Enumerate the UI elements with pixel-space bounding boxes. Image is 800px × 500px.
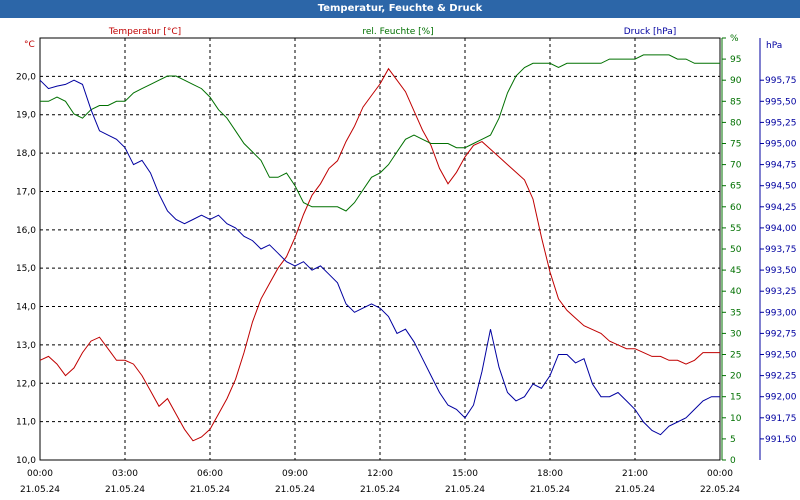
pressure-tick-label: 994,25 bbox=[765, 203, 797, 213]
chart-title: Temperatur, Feuchte & Druck bbox=[0, 0, 800, 18]
pressure-tick-label: 991,50 bbox=[765, 435, 797, 445]
x-tick-date-label: 21.05.24 bbox=[445, 485, 485, 495]
pressure-tick-label: 992,50 bbox=[765, 351, 797, 361]
humidity-tick-label: 30 bbox=[730, 329, 742, 339]
x-tick-time-label: 09:00 bbox=[282, 469, 308, 479]
x-tick-time-label: 15:00 bbox=[452, 469, 478, 479]
humidity-tick-label: 55 bbox=[730, 224, 741, 234]
temperature-tick-label: 16,0 bbox=[16, 226, 36, 236]
x-tick-date-label: 21.05.24 bbox=[360, 485, 400, 495]
x-tick-time-label: 00:00 bbox=[707, 469, 733, 479]
pressure-tick-label: 993,50 bbox=[765, 266, 797, 276]
x-tick-time-label: 21:00 bbox=[622, 469, 648, 479]
pressure-tick-label: 993,75 bbox=[765, 245, 797, 255]
humidity-series-line bbox=[40, 54, 720, 212]
temperature-tick-label: 20,0 bbox=[16, 72, 36, 82]
humidity-tick-label: 95 bbox=[730, 55, 741, 65]
temperature-tick-label: 10,0 bbox=[16, 456, 36, 466]
temperature-series-line bbox=[39, 67, 720, 442]
temperature-series-label: Temperatur [°C] bbox=[108, 27, 181, 37]
temperature-unit-label: °C bbox=[24, 40, 35, 50]
pressure-tick-label: 992,25 bbox=[765, 372, 797, 382]
x-tick-time-label: 18:00 bbox=[537, 469, 563, 479]
x-tick-date-label: 22.05.24 bbox=[700, 485, 740, 495]
humidity-tick-label: 65 bbox=[730, 182, 741, 192]
humidity-series-label: rel. Feuchte [%] bbox=[362, 27, 433, 37]
humidity-tick-label: 35 bbox=[730, 308, 741, 318]
x-tick-time-label: 06:00 bbox=[197, 469, 223, 479]
humidity-tick-label: 10 bbox=[730, 414, 742, 424]
temperature-tick-label: 15,0 bbox=[16, 264, 36, 274]
humidity-tick-label: 70 bbox=[730, 161, 742, 171]
temperature-tick-label: 14,0 bbox=[16, 303, 36, 313]
pressure-tick-label: 992,00 bbox=[765, 393, 797, 403]
temperature-tick-label: 18,0 bbox=[16, 149, 36, 159]
x-tick-time-label: 12:00 bbox=[367, 469, 393, 479]
pressure-tick-label: 992,75 bbox=[765, 329, 797, 339]
humidity-tick-label: 45 bbox=[730, 266, 741, 276]
pressure-tick-label: 995,25 bbox=[765, 118, 797, 128]
humidity-tick-label: 50 bbox=[730, 245, 742, 255]
pressure-unit-label: hPa bbox=[766, 41, 782, 51]
pressure-series-line bbox=[39, 79, 720, 436]
temperature-tick-label: 13,0 bbox=[16, 341, 36, 351]
humidity-tick-label: 75 bbox=[730, 140, 741, 150]
pressure-tick-label: 995,00 bbox=[765, 140, 797, 150]
humidity-tick-label: % bbox=[730, 34, 739, 44]
humidity-tick-label: 60 bbox=[730, 203, 742, 213]
x-tick-date-label: 21.05.24 bbox=[20, 485, 60, 495]
humidity-tick-label: 5 bbox=[730, 435, 736, 445]
x-tick-time-label: 03:00 bbox=[112, 469, 138, 479]
pressure-tick-label: 993,00 bbox=[765, 308, 797, 318]
pressure-tick-label: 995,75 bbox=[765, 76, 797, 86]
pressure-tick-label: 995,50 bbox=[765, 97, 797, 107]
x-tick-date-label: 21.05.24 bbox=[275, 485, 315, 495]
humidity-tick-label: 80 bbox=[730, 118, 742, 128]
pressure-tick-label: 994,75 bbox=[765, 161, 797, 171]
humidity-tick-label: 25 bbox=[730, 351, 741, 361]
humidity-tick-label: 0 bbox=[730, 456, 736, 466]
humidity-tick-label: 90 bbox=[730, 76, 742, 86]
x-tick-date-label: 21.05.24 bbox=[615, 485, 655, 495]
x-tick-date-label: 21.05.24 bbox=[190, 485, 230, 495]
humidity-tick-label: 15 bbox=[730, 393, 741, 403]
humidity-tick-label: 40 bbox=[730, 287, 742, 297]
temperature-tick-label: 11,0 bbox=[16, 418, 36, 428]
temperature-tick-label: 17,0 bbox=[16, 187, 36, 197]
x-tick-date-label: 21.05.24 bbox=[105, 485, 145, 495]
pressure-series-label: Druck [hPa] bbox=[624, 27, 677, 37]
temperature-tick-label: 12,0 bbox=[16, 379, 36, 389]
pressure-tick-label: 993,25 bbox=[765, 287, 797, 297]
humidity-tick-label: 20 bbox=[730, 372, 742, 382]
pressure-tick-label: 994,00 bbox=[765, 224, 797, 234]
humidity-tick-label: 85 bbox=[730, 97, 741, 107]
pressure-tick-label: 994,50 bbox=[765, 182, 797, 192]
x-tick-time-label: 00:00 bbox=[27, 469, 53, 479]
x-tick-date-label: 21.05.24 bbox=[530, 485, 570, 495]
temperature-tick-label: 19,0 bbox=[16, 111, 36, 121]
pressure-tick-label: 991,75 bbox=[765, 414, 797, 424]
